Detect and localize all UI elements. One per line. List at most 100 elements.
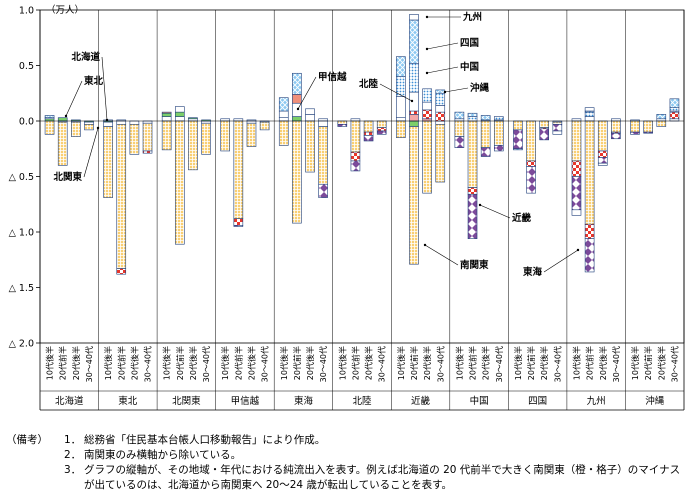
bar-segment bbox=[435, 111, 446, 122]
age-tick-label: 10代後半 bbox=[162, 346, 172, 380]
note-number: 3． bbox=[64, 464, 82, 476]
bar-segment bbox=[409, 110, 419, 115]
bar-segment bbox=[480, 115, 491, 121]
note-number: 1． bbox=[64, 434, 82, 446]
region-label: 沖縄 bbox=[645, 395, 665, 407]
bar-segment bbox=[435, 124, 446, 183]
age-tick-label: 20代前半 bbox=[116, 346, 126, 380]
annotation-leader bbox=[543, 249, 579, 273]
bar-segment bbox=[539, 120, 550, 128]
bar-segment bbox=[611, 132, 621, 140]
age-tick-label: 20代前半 bbox=[409, 346, 419, 380]
bar-segment bbox=[552, 124, 563, 132]
bar-segment bbox=[584, 111, 595, 117]
annotation-dot bbox=[410, 99, 414, 103]
bar-segment bbox=[233, 218, 244, 226]
bar-segment bbox=[84, 124, 94, 131]
bar-segment bbox=[57, 121, 68, 166]
region-label: 北関東 bbox=[172, 395, 201, 407]
bar-segment bbox=[435, 105, 446, 113]
migration-bar-chart: 1.00.50.0△ 0.5△ 1.0△ 1.5△ 2.0（万人）10代後半 20… bbox=[9, 4, 685, 411]
bar-segment bbox=[435, 120, 446, 125]
bar-segment bbox=[584, 238, 595, 273]
bar-segment bbox=[161, 120, 172, 151]
age-tick-label: 10代後半 bbox=[571, 346, 581, 380]
age-tick-label: 30〜40代 bbox=[201, 346, 211, 382]
region-label: 近畿 bbox=[411, 395, 431, 407]
bar-segment bbox=[467, 112, 478, 117]
bar-segment bbox=[571, 176, 582, 211]
annotation-label: 南関東 bbox=[460, 259, 489, 271]
region-label: 甲信越 bbox=[231, 395, 260, 407]
annotation-leader bbox=[479, 204, 511, 219]
region-label: 東北 bbox=[118, 395, 138, 407]
bar-segment bbox=[526, 160, 536, 167]
bar-segment bbox=[526, 166, 536, 194]
age-tick-label: 20代後半 bbox=[422, 346, 432, 380]
age-tick-label: 10代後半 bbox=[45, 346, 55, 380]
annotation-leader bbox=[83, 127, 99, 178]
annotation-leader bbox=[426, 42, 459, 50]
region-label: 北海道 bbox=[55, 395, 84, 407]
note-number: 2． bbox=[64, 449, 82, 461]
bar-segment bbox=[44, 120, 55, 135]
bar-segment bbox=[409, 91, 419, 112]
bar-segment bbox=[318, 126, 328, 185]
age-tick-label: 30〜40代 bbox=[84, 346, 94, 382]
bar-segment bbox=[669, 118, 680, 122]
bar-segment bbox=[350, 160, 361, 172]
region-label: 四国 bbox=[528, 396, 547, 407]
age-tick-label: 30〜40代 bbox=[435, 346, 445, 382]
bar-segment bbox=[116, 124, 127, 269]
bar-segment bbox=[161, 116, 172, 122]
age-tick-label: 10代後半 bbox=[396, 346, 406, 380]
bar-segment bbox=[292, 72, 302, 95]
bar-segment bbox=[409, 114, 419, 122]
bar-segment bbox=[318, 183, 328, 198]
age-tick-label: 20代前半 bbox=[58, 346, 68, 380]
bar-segment bbox=[142, 122, 153, 152]
bar-segment bbox=[350, 118, 361, 122]
bar-segment bbox=[188, 117, 198, 120]
bar-segment bbox=[305, 114, 315, 122]
bar-segment bbox=[337, 124, 348, 127]
note-text: 総務省「住民基本台帳人口移動報告」により作成。 bbox=[84, 434, 326, 446]
bar-segment bbox=[467, 120, 478, 188]
y-tick-label: △ 1.0 bbox=[9, 228, 34, 239]
bar-segment bbox=[422, 101, 432, 111]
bar-segment bbox=[422, 120, 432, 194]
annotation-dot bbox=[96, 126, 100, 130]
age-tick-label: 30〜40代 bbox=[260, 346, 270, 382]
bar-segment bbox=[454, 120, 465, 137]
annotation-label: 四国 bbox=[460, 38, 479, 49]
bar-segment bbox=[44, 118, 55, 122]
bar-segment bbox=[409, 14, 419, 21]
notes-heading: （備考） bbox=[6, 434, 48, 446]
bar-segment bbox=[513, 129, 523, 150]
bar-segment bbox=[201, 120, 211, 124]
y-tick-label: △ 0.5 bbox=[9, 172, 34, 183]
bar-segment bbox=[161, 111, 172, 114]
annotation-dot bbox=[105, 118, 109, 122]
y-tick-label: △ 2.0 bbox=[9, 339, 34, 350]
bar-segment bbox=[584, 107, 595, 112]
bar-segment bbox=[584, 116, 595, 122]
bar-segment bbox=[493, 120, 504, 146]
age-tick-label: 20代前半 bbox=[350, 346, 360, 380]
bar-segment bbox=[571, 118, 582, 122]
bar-segment bbox=[142, 120, 153, 124]
annotation-label: 東海 bbox=[522, 266, 543, 278]
bar-segment bbox=[656, 118, 667, 122]
y-tick-label: 1.0 bbox=[19, 6, 34, 17]
age-tick-label: 20代前半 bbox=[292, 346, 302, 380]
bar-segment bbox=[422, 118, 432, 122]
annotation-dot bbox=[443, 90, 447, 94]
age-tick-label: 20代前半 bbox=[233, 346, 243, 380]
annotation-label: 北海道 bbox=[71, 51, 100, 63]
age-tick-label: 20代後半 bbox=[539, 346, 549, 380]
bar-segment bbox=[480, 120, 491, 148]
annotation-dot bbox=[425, 71, 429, 75]
bar-segment bbox=[233, 225, 244, 227]
bar-segment bbox=[292, 94, 302, 104]
annotation-label: 甲信越 bbox=[318, 71, 347, 83]
